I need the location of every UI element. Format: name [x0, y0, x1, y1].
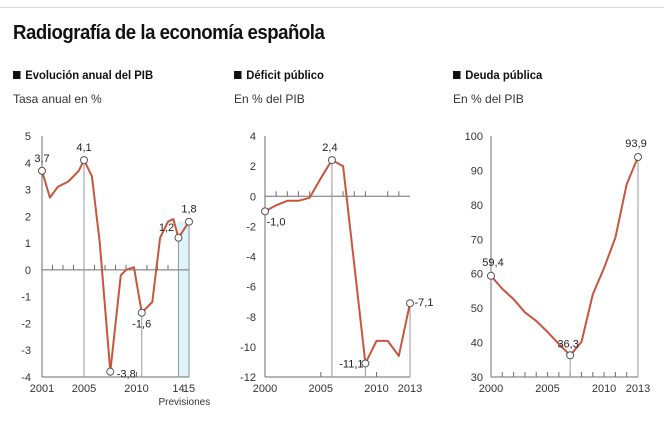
- deficit-y-tick-label: -6: [246, 282, 256, 294]
- gdp-data-label: -1,6: [132, 319, 151, 331]
- deficit-data-label: -1,0: [267, 216, 286, 228]
- gdp-y-tick-label: -4: [21, 372, 31, 384]
- gdp-forecast-band: [177, 221, 190, 377]
- debt-x-tick-label: 2000: [479, 383, 503, 395]
- gdp-y-tick-label: -1: [21, 292, 31, 304]
- debt-y-tick-label: 40: [471, 338, 483, 350]
- gdp-data-point: [137, 308, 146, 317]
- debt-data-point: [487, 271, 495, 280]
- debt-x-tick-label: 2013: [626, 383, 650, 395]
- gdp-y-tick-label: 3: [25, 185, 31, 197]
- deficit-chart-subtitle: En % del PIB: [234, 92, 305, 106]
- deficit-y-tick-label: -2: [246, 221, 256, 233]
- deficit-chart-title: Déficit público: [246, 68, 324, 82]
- gdp-y-tick-label: 0: [25, 265, 31, 277]
- gdp-chart-subtitle: Tasa anual en %: [13, 92, 102, 106]
- gdp-data-point: [106, 367, 115, 376]
- debt-y-tick-label: 30: [471, 372, 483, 384]
- gdp-x-tick-label: 14: [172, 383, 184, 395]
- page-title: Radiografía de la economía española: [13, 22, 325, 44]
- debt-chart-subtitle: En % del PIB: [453, 92, 524, 106]
- square-bullet-icon: [234, 71, 242, 79]
- gdp-data-label: 4,1: [76, 142, 91, 154]
- gdp-data-label: -3,8: [117, 369, 136, 381]
- debt-y-tick-label: 80: [471, 200, 483, 212]
- gdp-y-tick-label: 2: [25, 211, 31, 223]
- deficit-y-tick-label: -12: [240, 372, 256, 384]
- deficit-chart-header: Déficit público En % del PIB: [234, 68, 330, 106]
- gdp-x-tick-label: 2010: [124, 383, 148, 395]
- deficit-data-point: [361, 359, 370, 368]
- debt-data-label: 59,4: [482, 257, 503, 269]
- gdp-data-point: [80, 156, 88, 165]
- square-bullet-icon: [453, 71, 461, 79]
- deficit-x-tick-label: 2013: [398, 383, 422, 395]
- gdp-data-label: 3,7: [34, 153, 49, 165]
- deficit-y-tick-label: -8: [246, 312, 256, 324]
- gdp-x-tick-label: 15: [183, 383, 195, 395]
- deficit-x-tick-label: 2000: [253, 383, 277, 395]
- deficit-x-tick-label: 2010: [364, 383, 388, 395]
- gdp-x-tick-label: 2001: [30, 383, 54, 395]
- debt-chart-header: Deuda pública En % del PIB: [453, 68, 548, 106]
- deficit-y-tick-label: 4: [250, 131, 256, 143]
- deficit-y-tick-label: -10: [240, 342, 256, 354]
- gdp-forecast-label: Previsiones: [159, 397, 211, 408]
- deficit-y-tick-label: 2: [250, 161, 256, 173]
- debt-data-label: 36,3: [557, 338, 578, 350]
- gdp-data-label: 1,8: [181, 204, 196, 216]
- deficit-x-tick-label: 2005: [309, 383, 333, 395]
- debt-y-tick-label: 50: [471, 303, 483, 315]
- deficit-series-line: [264, 159, 411, 365]
- gdp-chart-title: Evolución anual del PIB: [25, 68, 154, 82]
- debt-y-tick-label: 60: [471, 269, 483, 281]
- gdp-data-point: [185, 217, 193, 226]
- gdp-data-point: [174, 233, 183, 242]
- deficit-y-tick-label: 0: [250, 191, 256, 203]
- square-bullet-icon: [13, 71, 21, 79]
- deficit-data-point: [261, 207, 269, 216]
- debt-data-point: [634, 153, 642, 162]
- gdp-data-point: [38, 166, 46, 175]
- gdp-data-label: 1,2: [159, 222, 174, 234]
- debt-data-label: 93,9: [625, 138, 646, 150]
- debt-x-tick-label: 2010: [592, 383, 616, 395]
- debt-chart-title: Deuda pública: [465, 68, 543, 82]
- debt-data-point: [566, 351, 575, 360]
- deficit-data-label: -7,1: [415, 297, 434, 309]
- deficit-y-tick-label: -4: [246, 252, 256, 264]
- debt-y-tick-label: 100: [465, 131, 483, 143]
- gdp-y-tick-label: 4: [25, 158, 31, 170]
- gdp-y-tick-label: 1: [25, 238, 31, 250]
- top-divider: [0, 7, 664, 8]
- debt-y-tick-label: 90: [471, 165, 483, 177]
- gdp-x-tick-label: 2005: [72, 383, 96, 395]
- deficit-data-label: -11,1: [339, 358, 363, 370]
- gdp-y-tick-label: 5: [25, 131, 31, 143]
- gdp-chart-header: Evolución anual del PIB Tasa anual en %: [13, 68, 162, 106]
- deficit-data-point: [406, 299, 414, 308]
- gdp-series-line: [41, 159, 190, 373]
- deficit-data-label: 2,4: [322, 142, 337, 154]
- debt-series-line: [490, 156, 639, 357]
- gdp-y-tick-label: -3: [21, 345, 31, 357]
- debt-x-tick-label: 2005: [535, 383, 559, 395]
- gdp-y-tick-label: -2: [21, 318, 31, 330]
- deficit-data-point: [327, 156, 336, 165]
- debt-y-tick-label: 70: [471, 234, 483, 246]
